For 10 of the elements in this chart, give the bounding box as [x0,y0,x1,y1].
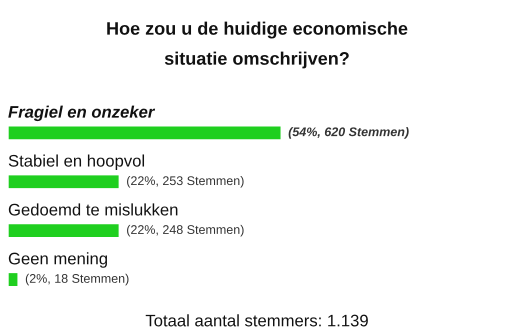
y-tick-label: Stabiel en hoopvol [8,154,144,170]
y-tick-label: Geen mening [8,252,107,268]
y-tick-label: Fragiel en onzeker [8,106,156,122]
text: Totaal aantal stemmers: 1.139 [146,314,368,326]
data-label: (22%, 248 Stemmen) [127,224,244,236]
y-tick-label: Gedoemd te mislukken [8,203,178,216]
data-label: (22%, 253 Stemmen) [127,176,244,188]
chart-title: Hoe zou u de huidige economische situatie omschrijven? [107,22,408,68]
data-label: (54%, 620 Stemmen) [288,127,409,139]
data-label: (2%, 18 Stemmen) [26,274,128,286]
